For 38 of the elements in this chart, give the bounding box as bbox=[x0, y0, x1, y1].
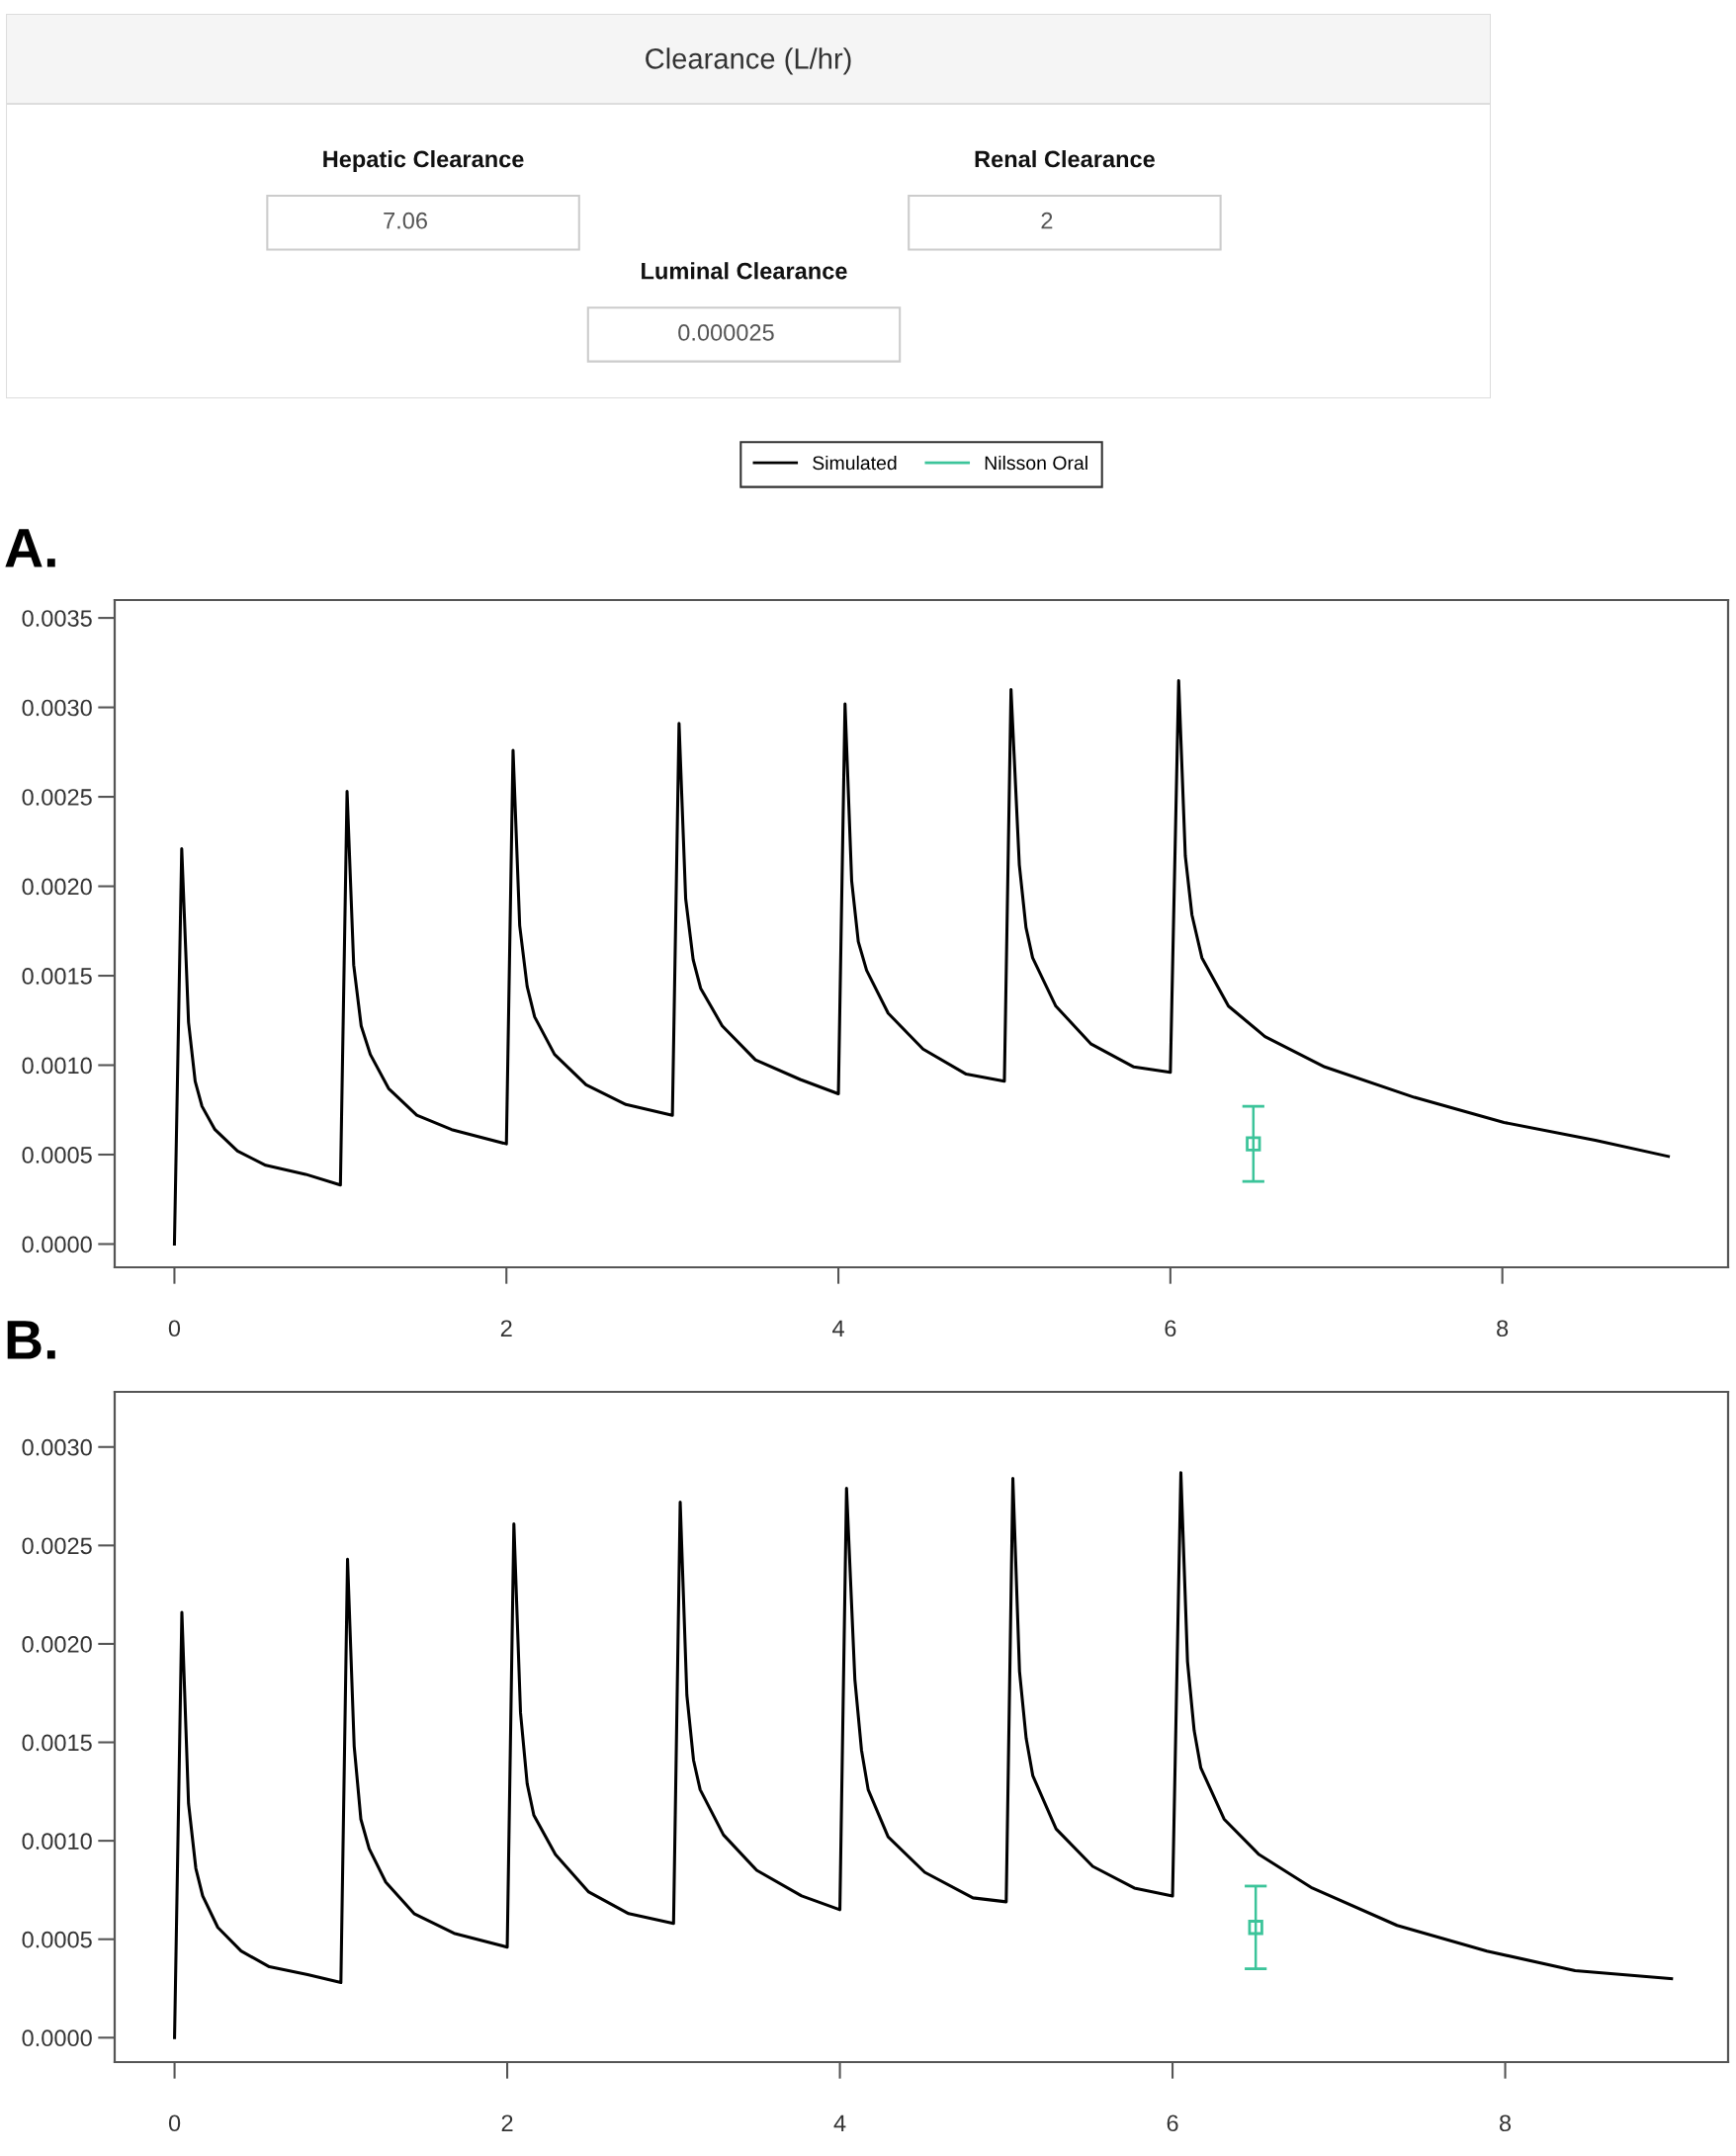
y-tick-label: 0.0005 bbox=[22, 1931, 92, 1948]
y-tick-label: 0.0010 bbox=[22, 1057, 92, 1075]
y-tick-label: 0.0030 bbox=[22, 699, 92, 717]
y-tick-label: 0.0010 bbox=[22, 1833, 92, 1850]
line-series bbox=[173, 1471, 1674, 2039]
x-tick-label: 2 bbox=[500, 1320, 512, 1337]
legend-label: Nilsson Oral bbox=[985, 455, 1087, 471]
text: 7.06 bbox=[384, 212, 427, 229]
y-tick-label: 0.0000 bbox=[22, 2029, 92, 2047]
y-tick-label: 0.0030 bbox=[22, 1438, 92, 1456]
legend-label: Simulated bbox=[813, 455, 897, 471]
chart-title: B. bbox=[7, 1321, 55, 1359]
text: Luminal Clearance bbox=[642, 262, 847, 280]
text: Hepatic Clearance bbox=[323, 149, 524, 172]
x-tick-label: 6 bbox=[1167, 2114, 1178, 2132]
x-tick-label: 8 bbox=[1497, 1320, 1509, 1337]
line-series bbox=[172, 678, 1671, 1246]
text: Clearance (L/hr) bbox=[646, 47, 851, 75]
text: Renal Clearance bbox=[975, 149, 1155, 168]
y-tick-label: 0.0025 bbox=[22, 1537, 92, 1555]
x-tick-label: 2 bbox=[501, 2114, 513, 2131]
x-tick-label: 8 bbox=[1500, 2114, 1512, 2132]
x-tick-label: 0 bbox=[168, 1320, 181, 1337]
x-tick-label: 4 bbox=[832, 1320, 844, 1337]
y-tick-label: 0.0005 bbox=[22, 1147, 92, 1164]
y-tick-label: 0.0015 bbox=[22, 968, 92, 985]
y-tick-label: 0.0035 bbox=[22, 610, 92, 627]
y-tick-label: 0.0015 bbox=[22, 1734, 92, 1752]
chart-title: A. bbox=[5, 529, 55, 567]
x-tick-label: 0 bbox=[168, 2114, 181, 2132]
y-tick-label: 0.0025 bbox=[22, 789, 92, 806]
y-tick-label: 0.0020 bbox=[22, 878, 92, 896]
y-tick-label: 0.0000 bbox=[22, 1236, 92, 1253]
x-tick-label: 4 bbox=[833, 2114, 846, 2131]
x-tick-label: 6 bbox=[1165, 1320, 1176, 1337]
text: 2 bbox=[1041, 212, 1053, 229]
text: 0.000025 bbox=[678, 324, 774, 341]
y-tick-label: 0.0020 bbox=[22, 1636, 92, 1653]
